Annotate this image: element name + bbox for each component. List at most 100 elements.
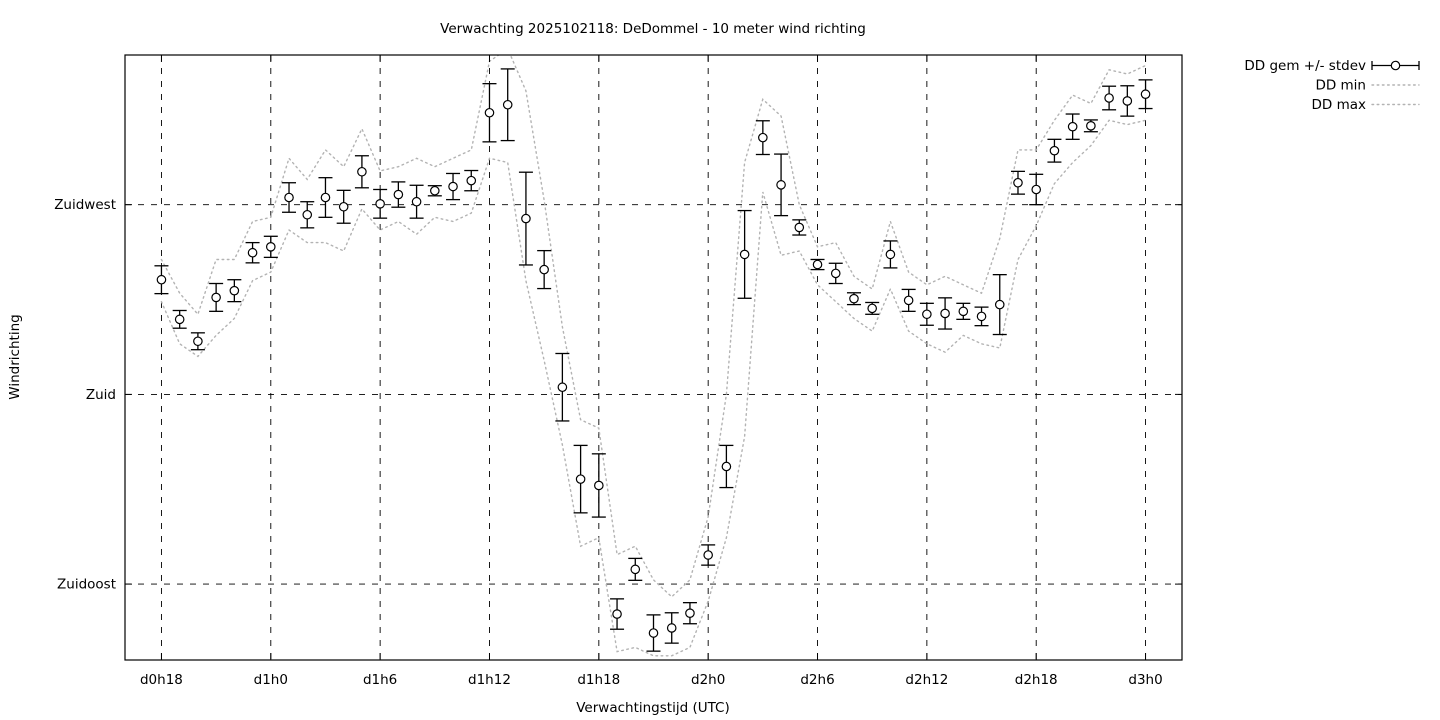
grid-layer bbox=[125, 55, 1182, 660]
data-point-marker bbox=[229, 285, 240, 296]
data-point-marker bbox=[739, 249, 750, 260]
x-tick-label: d3h0 bbox=[1128, 672, 1162, 688]
errorbar-point bbox=[974, 306, 989, 327]
errorbar-point bbox=[409, 184, 424, 219]
data-point-marker bbox=[557, 382, 568, 393]
errorbar-point bbox=[664, 612, 679, 644]
errorbar-point bbox=[282, 182, 297, 213]
data-point-marker bbox=[1031, 184, 1042, 195]
errorbar-point bbox=[1120, 85, 1135, 117]
errorbar-point bbox=[992, 274, 1007, 336]
data-point-marker bbox=[193, 336, 203, 347]
errorbar-point bbox=[464, 169, 479, 192]
errorbar-point bbox=[555, 352, 570, 422]
errorbar-point bbox=[883, 240, 898, 269]
errorbar-point bbox=[610, 598, 625, 630]
data-point-marker bbox=[411, 196, 422, 207]
x-tick-label: d2h18 bbox=[1015, 672, 1058, 688]
x-tick-label: d2h6 bbox=[800, 672, 834, 688]
errorbar-point bbox=[1010, 170, 1025, 195]
errorbar-point bbox=[336, 189, 351, 224]
errorbar-point bbox=[846, 292, 861, 306]
data-point-marker bbox=[612, 609, 622, 619]
errorbar-point bbox=[446, 172, 461, 201]
errorbar-point bbox=[774, 153, 789, 217]
data-point-marker bbox=[247, 247, 258, 258]
y-tick-label: Zuidoost bbox=[57, 577, 116, 593]
errorbar-point bbox=[209, 282, 224, 312]
errorbar-point bbox=[865, 301, 880, 315]
data-point-marker bbox=[1086, 121, 1096, 131]
data-point-marker bbox=[211, 292, 221, 303]
errorbar-point bbox=[518, 171, 533, 266]
legend-label: DD gem +/- stdev bbox=[1244, 58, 1366, 74]
data-point-marker bbox=[648, 628, 659, 638]
data-point-marker bbox=[338, 201, 349, 212]
x-tick-label: d0h18 bbox=[140, 672, 183, 688]
data-point-marker bbox=[1013, 177, 1023, 188]
legend-label: DD min bbox=[1315, 78, 1366, 94]
data-point-marker bbox=[794, 222, 805, 233]
errorbar-point bbox=[1083, 119, 1098, 133]
errorbar-point bbox=[1029, 173, 1044, 206]
x-tick-label: d2h12 bbox=[905, 672, 948, 688]
data-point-marker bbox=[265, 242, 276, 252]
data-point-marker bbox=[867, 303, 877, 314]
data-point-marker bbox=[502, 99, 513, 110]
data-point-marker bbox=[393, 189, 404, 200]
data-point-marker bbox=[430, 185, 440, 196]
errorbar-point bbox=[227, 279, 242, 303]
errorbar-point bbox=[172, 309, 187, 329]
data-point-marker bbox=[1104, 93, 1114, 103]
errorbar-point bbox=[482, 83, 497, 143]
y-tick-label: Zuidwest bbox=[54, 197, 116, 213]
data-point-marker bbox=[594, 480, 604, 491]
data-point-marker bbox=[830, 268, 841, 279]
data-point-marker bbox=[448, 181, 458, 192]
errorbar-point bbox=[682, 602, 697, 625]
errorbar-point bbox=[391, 181, 406, 208]
errorbar-point bbox=[1102, 85, 1117, 111]
errorbar-point bbox=[373, 188, 388, 219]
x-tick-label: d2h0 bbox=[691, 672, 725, 688]
errorbar-point bbox=[500, 68, 515, 142]
data-point-marker bbox=[302, 209, 313, 220]
errorbar-point bbox=[737, 209, 752, 299]
data-point-marker bbox=[156, 274, 167, 285]
data-point-marker bbox=[1049, 145, 1060, 156]
errorbar-point bbox=[190, 332, 205, 351]
errorbar-point bbox=[810, 258, 825, 271]
errorbar-point bbox=[427, 185, 442, 197]
legend: DD gem +/- stdev DD min DD max bbox=[1244, 58, 1420, 113]
legend-entry: DD gem +/- stdev bbox=[1244, 58, 1420, 74]
data-point-marker bbox=[922, 309, 932, 320]
errorbar-point bbox=[828, 262, 843, 285]
plot-frame bbox=[124, 54, 1183, 661]
data-layer bbox=[154, 55, 1153, 657]
chart-title: Verwachting 2025102118: DeDommel - 10 me… bbox=[440, 21, 866, 37]
errorbar-point bbox=[354, 155, 369, 189]
errorbar-point bbox=[573, 444, 588, 514]
data-point-marker bbox=[375, 199, 385, 209]
x-tick-label: d1h18 bbox=[577, 672, 620, 688]
dd-min-line bbox=[160, 119, 1147, 657]
data-point-marker bbox=[1140, 89, 1151, 100]
errorbar-point bbox=[646, 614, 661, 652]
legend-entry: DD max bbox=[1312, 97, 1420, 113]
errorbar-point bbox=[154, 265, 169, 295]
errorbar-point bbox=[701, 544, 716, 566]
x-tick-label: d1h6 bbox=[363, 672, 397, 688]
errorbar-point bbox=[537, 249, 552, 290]
data-point-marker bbox=[575, 474, 586, 484]
y-axis-label: Windrichting bbox=[7, 314, 23, 399]
data-point-marker bbox=[174, 314, 185, 325]
x-axis-label: Verwachtingstijd (UTC) bbox=[576, 700, 730, 716]
errorbar-point bbox=[1138, 79, 1153, 110]
y-tick-label: Zuid bbox=[86, 387, 116, 403]
data-point-marker bbox=[521, 213, 531, 224]
data-point-marker bbox=[1067, 121, 1078, 132]
data-point-marker bbox=[849, 293, 859, 304]
data-point-marker bbox=[958, 306, 969, 317]
